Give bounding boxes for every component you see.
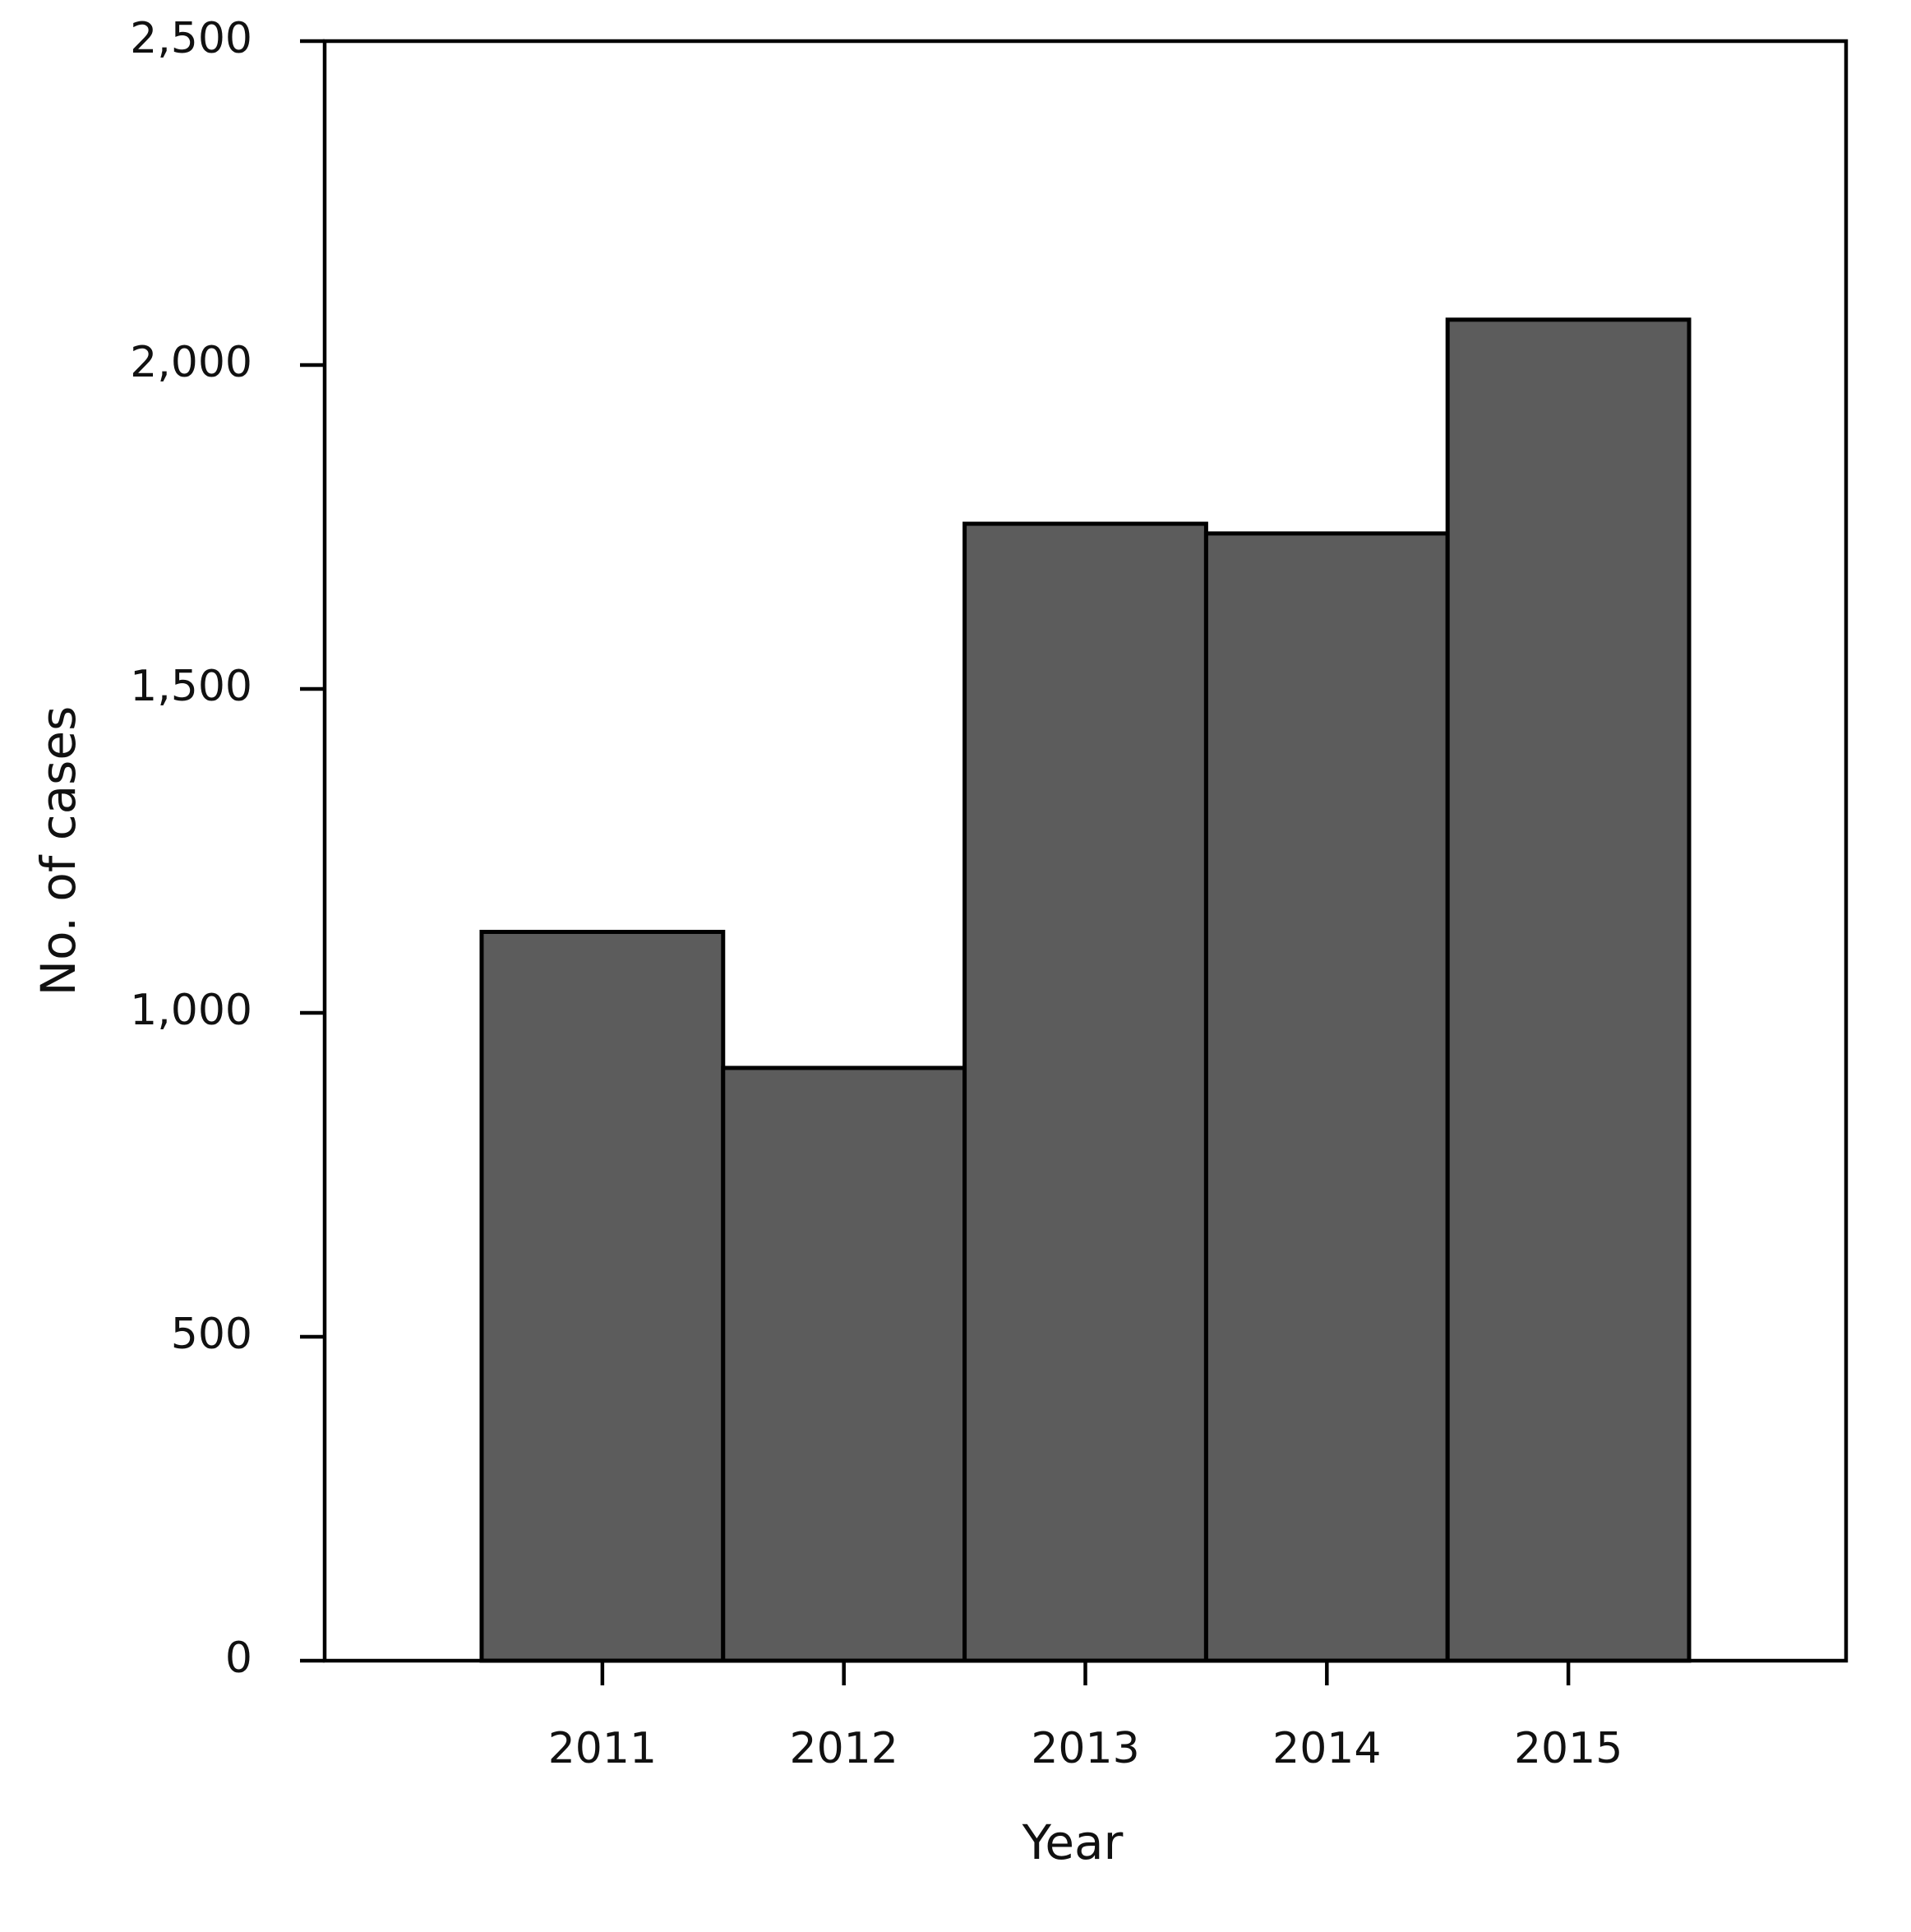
y-tick-label: 1,500 [130, 662, 252, 711]
x-tick-label: 2013 [1031, 1724, 1139, 1773]
y-tick-label: 1,000 [130, 986, 252, 1035]
y-tick-label: 2,000 [130, 338, 252, 387]
x-axis-title: Year [1022, 1814, 1124, 1870]
y-tick-label: 2,500 [130, 14, 252, 63]
x-tick-label: 2012 [790, 1724, 898, 1773]
x-tick-label: 2015 [1514, 1724, 1623, 1773]
bar [962, 521, 1208, 1663]
bar [721, 1065, 967, 1663]
y-axis-title: No. of cases [30, 706, 86, 996]
bar [479, 930, 726, 1663]
y-tick-label: 500 [171, 1310, 252, 1359]
bar [1445, 317, 1692, 1663]
y-tick-label: 0 [225, 1634, 252, 1683]
x-tick-label: 2011 [548, 1724, 657, 1773]
plot-frame [322, 39, 1849, 1663]
x-tick-label: 2014 [1272, 1724, 1381, 1773]
bar [1203, 531, 1450, 1663]
